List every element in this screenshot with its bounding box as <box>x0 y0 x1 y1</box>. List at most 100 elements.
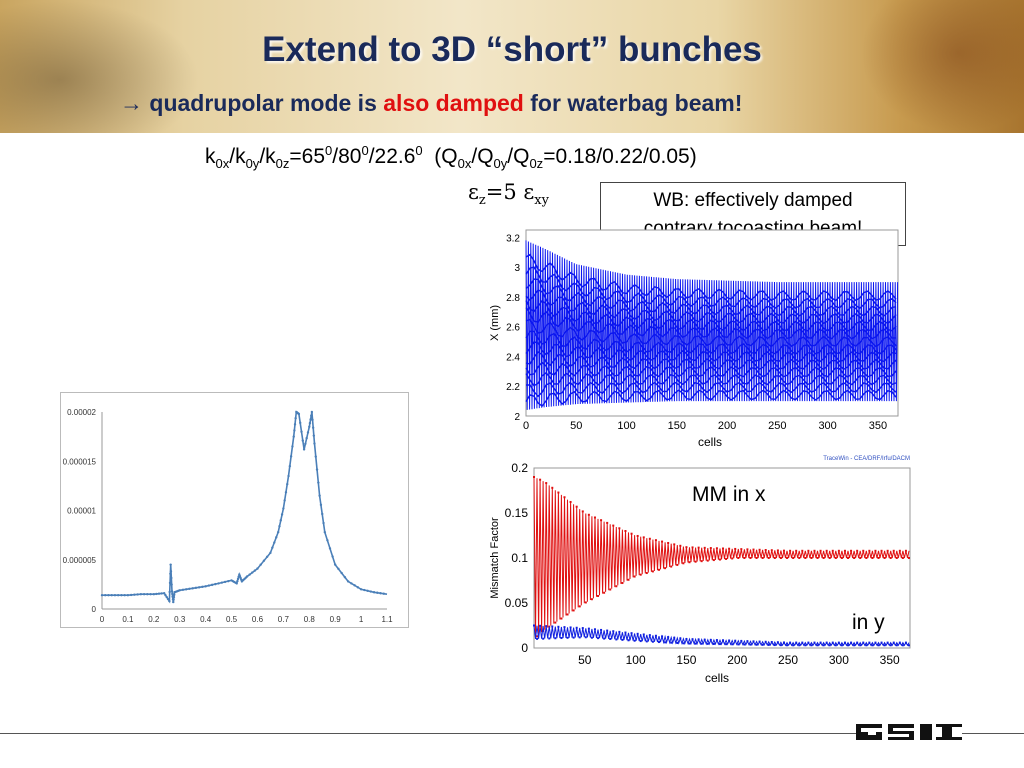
y-tick-label: 0.000015 <box>63 457 97 466</box>
spectrum-point <box>169 570 173 573</box>
x-tick-label: 350 <box>880 653 900 667</box>
spectrum-point <box>289 455 293 458</box>
spectrum-point <box>292 435 295 438</box>
x-tick-label: 300 <box>829 653 849 667</box>
spectrum-point <box>278 525 281 528</box>
spectrum-point <box>350 582 353 585</box>
spectrum-point <box>256 567 259 570</box>
mismatch-x-point <box>685 546 688 549</box>
x-tick-label: 0.4 <box>200 615 212 624</box>
mismatch-y-point <box>563 626 566 629</box>
mismatch-x-point <box>694 560 697 563</box>
mismatch-y-point <box>609 638 612 640</box>
x-trace <box>525 330 897 355</box>
spectrum-point <box>363 588 366 592</box>
mismatch-y-point <box>822 644 825 647</box>
mismatch-y-point <box>706 642 709 645</box>
mismatch-x-point <box>752 548 755 551</box>
spectrum-point <box>235 582 238 585</box>
mismatch-x-point <box>572 609 575 612</box>
mismatch-x-point <box>700 560 703 563</box>
spectrum-point <box>356 586 360 589</box>
mismatch-x-point <box>673 543 676 546</box>
mismatch-x-point <box>551 486 554 489</box>
mismatch-x-point <box>770 549 773 552</box>
spectrum-point <box>123 594 126 597</box>
spectrum-point <box>181 588 185 591</box>
mismatch-x-point <box>642 536 645 539</box>
x-axis-label: cells <box>698 435 722 449</box>
mismatch-x-point <box>877 557 880 559</box>
mismatch-x-point <box>709 547 712 550</box>
spectrum-point <box>311 426 315 429</box>
spectrum-point <box>311 418 314 422</box>
spectrum-point <box>286 482 289 486</box>
spectrum-point <box>331 555 334 558</box>
subtitle-part1: quadrupolar mode is <box>149 90 377 116</box>
mismatch-y-point <box>749 643 752 646</box>
mismatch-x-point <box>789 549 792 552</box>
mismatch-y-point <box>840 644 843 647</box>
spectrum-point <box>116 594 120 597</box>
mismatch-y-point <box>886 641 889 644</box>
spectrum-point <box>326 539 329 542</box>
mismatch-y-point <box>883 644 886 647</box>
mismatch-y-point <box>624 631 627 634</box>
spectrum-point <box>214 582 217 586</box>
mismatch-y-point <box>874 641 877 644</box>
spectrum-point <box>300 430 303 433</box>
x-tick-label: 0.1 <box>122 615 134 624</box>
mismatch-x-point <box>761 557 764 559</box>
mismatch-y-point <box>722 639 725 642</box>
mismatch-y-point <box>694 642 697 645</box>
mismatch-x-point <box>865 557 868 559</box>
mismatch-y-point <box>618 630 621 633</box>
mismatch-y-point <box>615 638 618 641</box>
y-tick-label: 0.000005 <box>63 556 97 565</box>
gsi-logo <box>856 721 962 743</box>
spectrum-point <box>304 442 307 445</box>
spectrum-point <box>318 494 321 497</box>
mismatch-y-point <box>807 641 810 644</box>
x-tick-label: 0.7 <box>278 615 290 624</box>
mismatch-x-point <box>776 549 779 552</box>
mismatch-y-point <box>819 641 822 644</box>
mismatch-y-point <box>572 636 575 639</box>
mismatch-y-point <box>770 641 773 644</box>
mismatch-y-point <box>786 644 789 647</box>
mismatch-y-point <box>703 638 706 641</box>
mismatch-y-point <box>557 625 560 628</box>
spectrum-point <box>299 421 302 425</box>
mismatch-y-point <box>728 639 731 642</box>
mismatch-y-point <box>725 643 728 646</box>
mismatch-x-point <box>743 557 746 559</box>
spectrum-point <box>164 594 167 597</box>
x-trace <box>525 371 897 387</box>
mismatch-y-point <box>581 627 584 630</box>
x-trace <box>525 266 897 309</box>
x-trace <box>525 253 897 302</box>
mismatch-y-point <box>746 640 749 643</box>
mismatch-x-point <box>667 541 670 544</box>
mismatch-x-point <box>581 510 584 513</box>
mismatch-x-point <box>691 546 694 549</box>
mismatch-y-point <box>691 638 694 641</box>
spectrum-point <box>245 575 249 578</box>
mismatch-x-point <box>883 557 886 559</box>
mismatch-x-point <box>734 547 737 550</box>
mismatch-y-point <box>868 641 871 644</box>
mismatch-x-point <box>856 549 859 552</box>
spectrum-point <box>284 491 288 494</box>
spectrum-point <box>100 594 104 597</box>
mismatch-y-point <box>889 644 892 647</box>
spectrum-point <box>275 536 278 539</box>
mismatch-x-point <box>782 549 785 552</box>
mismatch-y-point <box>856 641 859 644</box>
mismatch-x-point <box>621 582 624 585</box>
x-tick-label: 250 <box>768 420 786 432</box>
mismatch-y-point <box>831 641 834 644</box>
x-trace <box>525 300 897 332</box>
mismatch-x-point <box>810 557 813 559</box>
spectrum-point <box>162 592 166 595</box>
spectrum-point <box>171 592 174 596</box>
